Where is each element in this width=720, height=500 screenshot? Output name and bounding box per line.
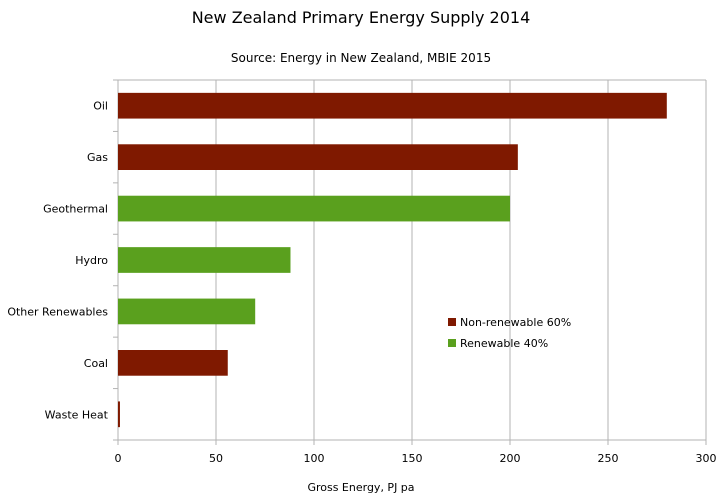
- bars: [118, 92, 667, 428]
- bar-gas: [118, 144, 518, 170]
- legend-label-renewable: Renewable 40%: [460, 337, 548, 350]
- chart-title: New Zealand Primary Energy Supply 2014: [192, 8, 531, 27]
- x-tick-label: 200: [500, 452, 521, 465]
- bar-hydro: [118, 247, 291, 273]
- x-axis-label: Gross Energy, PJ pa: [307, 481, 414, 494]
- grid: [215, 80, 707, 440]
- category-label: Waste Heat: [45, 408, 109, 421]
- x-tick-label: 150: [402, 452, 423, 465]
- bar-waste-heat: [118, 401, 120, 428]
- legend-swatch-renewable: [448, 339, 456, 347]
- category-label: Oil: [93, 100, 108, 113]
- x-tick-label: 250: [598, 452, 619, 465]
- legend: Non-renewable 60% Renewable 40%: [448, 316, 571, 350]
- legend-label-non-renewable: Non-renewable 60%: [460, 316, 571, 329]
- category-labels: Oil Gas Geothermal Hydro Other Renewables Coa…: [7, 100, 108, 422]
- category-label: Other Renewables: [7, 305, 108, 318]
- x-tick-label: 50: [209, 452, 223, 465]
- x-tick-label: 300: [696, 452, 717, 465]
- x-tick-labels: 0 50 100 150 200 250 300: [115, 452, 717, 465]
- bar-geothermal: [118, 195, 510, 222]
- x-tick-label: 0: [115, 452, 122, 465]
- bar-other-renewables: [118, 298, 256, 325]
- category-label: Gas: [87, 151, 108, 164]
- bar-oil: [118, 92, 667, 119]
- x-tick-label: 100: [304, 452, 325, 465]
- category-label: Hydro: [75, 254, 108, 267]
- chart-subtitle: Source: Energy in New Zealand, MBIE 2015: [231, 51, 491, 65]
- category-label: Geothermal: [43, 203, 108, 216]
- legend-swatch-non-renewable: [448, 318, 456, 326]
- bar-coal: [118, 350, 228, 376]
- category-label: Coal: [84, 357, 108, 370]
